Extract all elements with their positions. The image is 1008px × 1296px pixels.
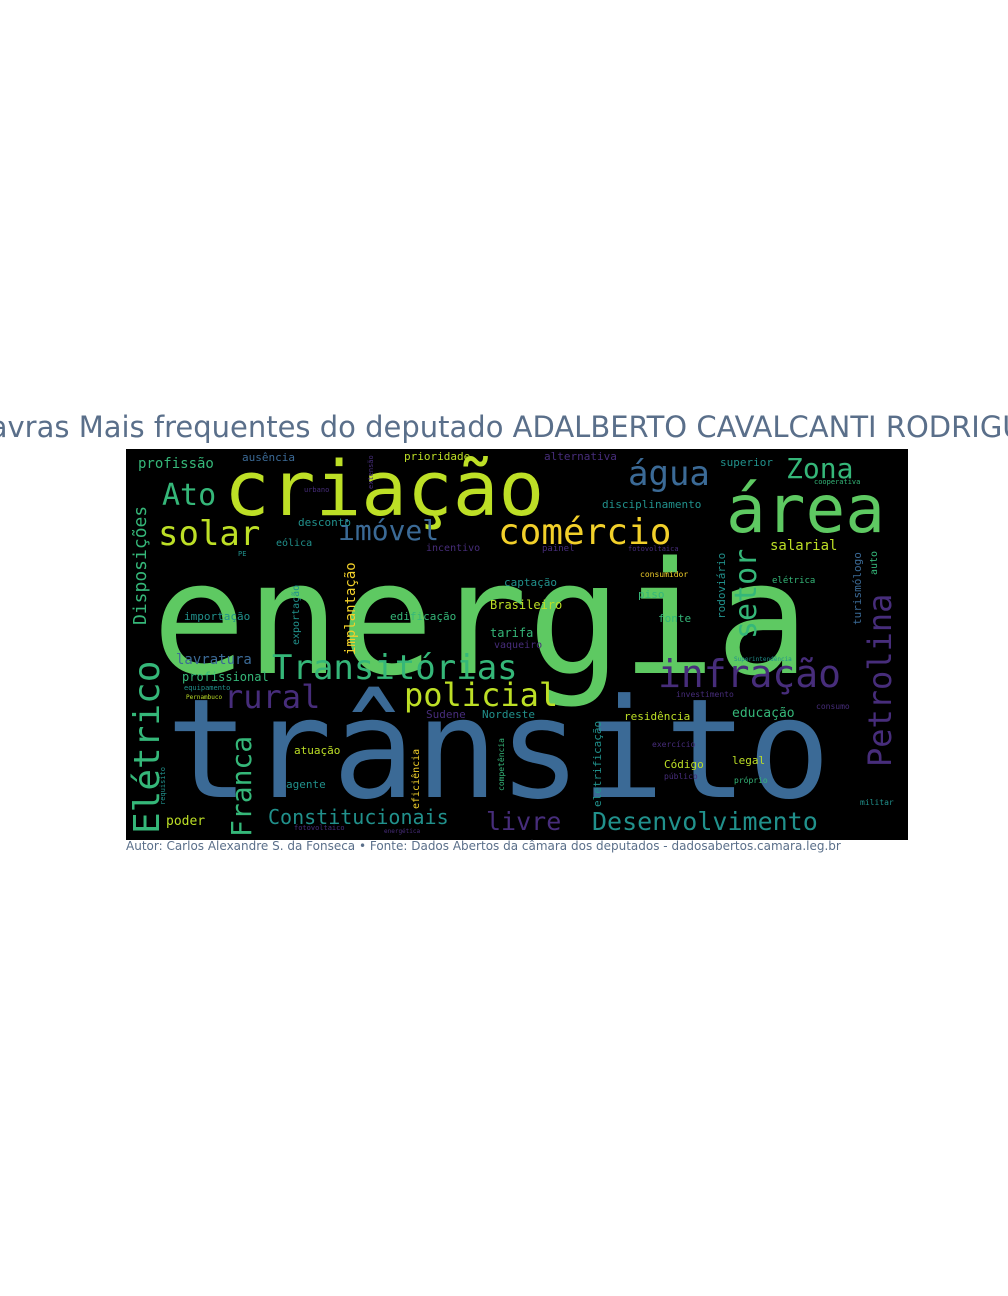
word-ato: Ato bbox=[162, 478, 217, 513]
word-implantacao: implantação bbox=[343, 562, 359, 655]
word-solar: solar bbox=[158, 514, 261, 554]
word-desenvolvimento: Desenvolvimento bbox=[592, 807, 818, 836]
word-eletrica: elétrica bbox=[772, 576, 816, 586]
word-superintendencia: Superintendência bbox=[734, 656, 792, 663]
word-auto: auto bbox=[869, 550, 880, 575]
word-nordeste: Nordeste bbox=[482, 708, 535, 721]
word-policial: policial bbox=[404, 676, 559, 714]
word-cooperativa: cooperativa bbox=[814, 478, 861, 486]
word-eficiencia: eficiência bbox=[411, 748, 422, 809]
word-painel: painel bbox=[542, 544, 575, 554]
page-title: Palavras Mais frequentes do deputado ADA… bbox=[0, 410, 1008, 444]
word-publico: público bbox=[664, 772, 698, 781]
word-superior: superior bbox=[720, 456, 773, 469]
word-poder: poder bbox=[166, 814, 206, 829]
word-transito: trânsito bbox=[166, 669, 831, 830]
word-energia: energia bbox=[152, 528, 810, 710]
word-criacao: criação bbox=[224, 449, 545, 533]
word-desconto: desconto bbox=[298, 516, 351, 529]
word-fonte: fonte bbox=[658, 612, 692, 625]
word-agente: agente bbox=[286, 778, 326, 791]
word-vaqueiro: vaqueiro bbox=[494, 640, 543, 651]
word-piso: piso bbox=[638, 588, 665, 601]
word-edificacao: edificação bbox=[390, 610, 457, 623]
word-fotovoltaico: fotovoltaico bbox=[294, 824, 345, 832]
word-captacao: captação bbox=[504, 576, 557, 589]
word-urbano: urbano bbox=[304, 486, 330, 494]
word-prioridade: prioridade bbox=[404, 450, 471, 463]
word-consumidor: consumidor bbox=[640, 570, 689, 579]
word-eolica: eólica bbox=[276, 538, 313, 549]
word-tarifa: tarifa bbox=[490, 626, 534, 640]
word-residencia: residência bbox=[624, 710, 691, 723]
word-petrolina: Petrolina bbox=[861, 593, 899, 767]
word-brasileiro: Brasileiro bbox=[490, 598, 563, 612]
word-infracao: infração bbox=[658, 652, 842, 696]
word-area: área bbox=[726, 471, 885, 548]
word-comercio: comércio bbox=[498, 512, 672, 553]
word-lavratura: lavratura bbox=[176, 652, 252, 668]
word-salarial: salarial bbox=[770, 538, 838, 554]
word-extensao: extensão bbox=[367, 455, 375, 489]
word-incentivo: incentivo bbox=[426, 543, 481, 554]
word-imovel: imóvel bbox=[338, 514, 440, 547]
word-atuacao: atuação bbox=[294, 744, 341, 757]
caption: Autor: Carlos Alexandre S. da Fonseca • … bbox=[126, 839, 841, 853]
word-militar: militar bbox=[860, 798, 894, 807]
word-importacao: importação bbox=[184, 610, 251, 623]
word-rodoviario: rodoviário bbox=[715, 552, 728, 619]
word-transitorias: Transitórias bbox=[272, 648, 518, 688]
word-legal: legal bbox=[732, 754, 766, 767]
word-exercicio: exercício bbox=[652, 740, 696, 749]
word-constitucionais: Constitucionais bbox=[268, 805, 449, 829]
word-zona: Zona bbox=[786, 452, 854, 485]
word-pe: PE bbox=[238, 550, 247, 558]
word-livre: livre bbox=[486, 807, 562, 836]
word-turismologo: turismólogo bbox=[851, 552, 864, 625]
word-rural: rural bbox=[224, 678, 321, 716]
word-franca: Franca bbox=[225, 735, 258, 837]
word-disciplinamento: disciplinamento bbox=[602, 498, 702, 511]
word-proprio: próprio bbox=[734, 776, 768, 785]
word-profissional: profissional bbox=[182, 670, 269, 684]
word-exportacao: exportação bbox=[291, 584, 302, 645]
word-profissao: profissão bbox=[138, 456, 214, 472]
word-disposicoes: Disposições bbox=[130, 505, 151, 625]
word-cloud: energia trânsito criação área comércio i… bbox=[126, 449, 908, 840]
word-pernambuco: Pernambuco bbox=[186, 694, 223, 701]
word-alternativa: alternativa bbox=[544, 450, 617, 463]
word-requisito: requisito bbox=[159, 767, 167, 805]
word-sudene: Sudene bbox=[426, 708, 466, 721]
word-eletrificacao: eletrificação bbox=[591, 720, 604, 807]
word-eletrico: Elétrico bbox=[127, 660, 168, 834]
word-agua: água bbox=[628, 454, 710, 494]
word-investimento: investimento bbox=[676, 690, 734, 699]
word-competencia: competência bbox=[497, 738, 506, 791]
word-setor: setor bbox=[729, 548, 764, 639]
word-consumo: consumo bbox=[816, 702, 850, 711]
word-ausencia: ausência bbox=[242, 451, 295, 464]
word-educacao: educação bbox=[732, 706, 795, 721]
word-codigo: Código bbox=[664, 758, 704, 771]
word-equipamento: equipamento bbox=[184, 684, 231, 692]
word-fotovoltaica: fotovoltaica bbox=[628, 545, 679, 553]
word-energetica: energética bbox=[384, 828, 421, 835]
